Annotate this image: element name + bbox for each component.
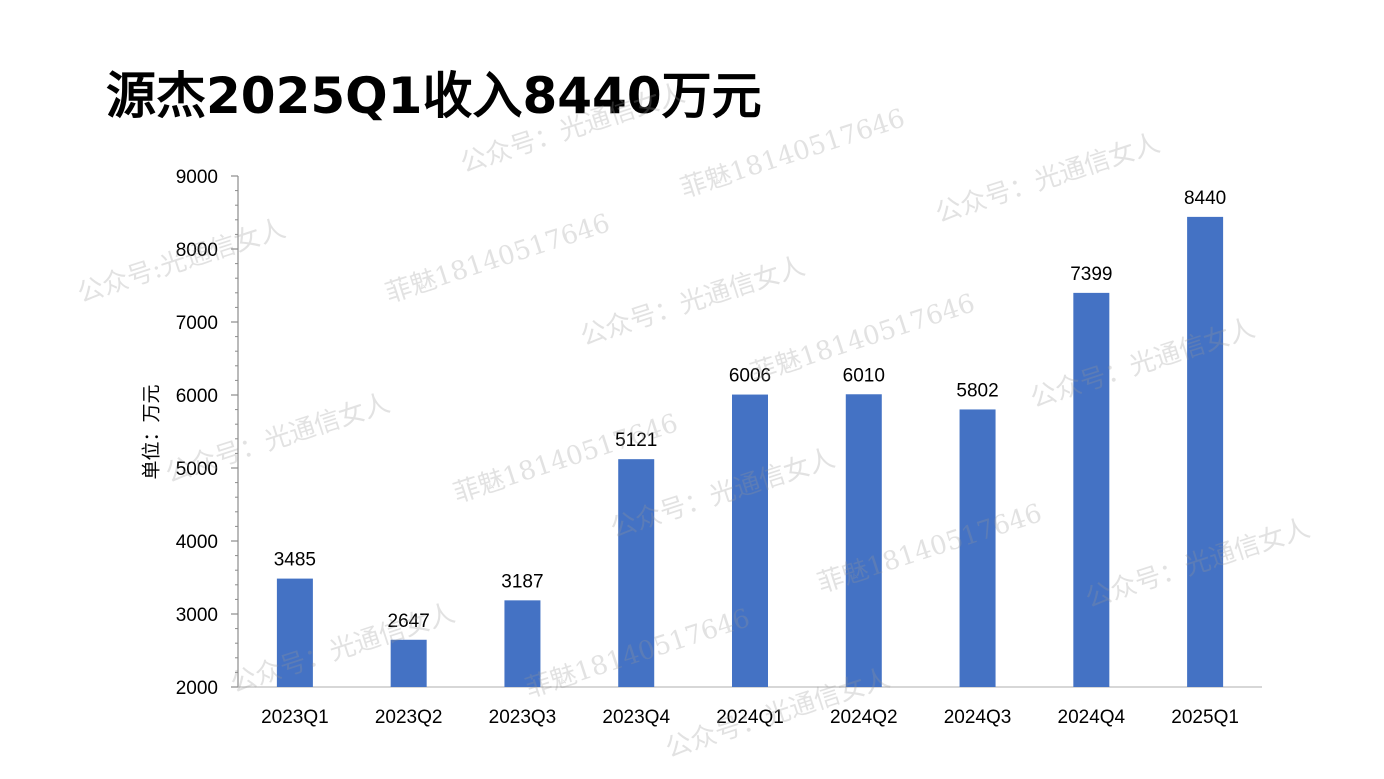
y-tick-label: 8000 <box>176 240 218 261</box>
bar-2023Q3 <box>504 600 541 687</box>
y-tick-label: 4000 <box>176 532 218 553</box>
y-tick-label: 9000 <box>176 167 218 188</box>
y-tick-label: 7000 <box>176 313 218 334</box>
bar-2024Q3 <box>959 409 996 687</box>
x-tick-label-2023Q4: 2023Q4 <box>602 707 670 728</box>
bar-2023Q4 <box>618 459 655 687</box>
value-label-2023Q4: 5121 <box>615 430 657 451</box>
bar-2024Q2 <box>845 394 882 687</box>
x-tick-label-2025Q1: 2025Q1 <box>1171 707 1239 728</box>
x-tick-label-2023Q1: 2023Q1 <box>261 707 329 728</box>
x-tick-label-2024Q4: 2024Q4 <box>1058 707 1126 728</box>
bar-2023Q2 <box>390 639 427 687</box>
y-tick-label: 2000 <box>176 678 218 699</box>
value-label-2024Q2: 6010 <box>843 365 885 386</box>
chart-labels: 2000 3000 4000 5000 6000 7000 8000 9000 3485 2023… <box>176 167 1239 728</box>
x-tick-label-2023Q2: 2023Q2 <box>375 707 443 728</box>
y-tick-label: 5000 <box>176 459 218 480</box>
x-tick-label-2023Q3: 2023Q3 <box>489 707 557 728</box>
y-tick-label: 3000 <box>176 605 218 626</box>
x-tick-label-2024Q1: 2024Q1 <box>716 707 784 728</box>
chart-title: 源杰2025Q1收入8440万元 <box>106 67 762 125</box>
chart-bars <box>276 216 1224 687</box>
x-tick-label-2024Q2: 2024Q2 <box>830 707 898 728</box>
y-tick-label: 6000 <box>176 386 218 407</box>
bar-2023Q1 <box>276 578 313 687</box>
bar-2024Q1 <box>732 394 768 687</box>
value-label-2024Q1: 6006 <box>729 366 771 387</box>
x-tick-label-2024Q3: 2024Q3 <box>944 707 1012 728</box>
bar-2024Q4 <box>1073 292 1110 687</box>
value-label-2025Q1: 8440 <box>1184 188 1226 209</box>
value-label-2024Q4: 7399 <box>1070 264 1112 285</box>
value-label-2023Q2: 2647 <box>388 611 430 632</box>
bar-2025Q1 <box>1187 216 1224 687</box>
value-label-2023Q1: 3485 <box>274 550 316 571</box>
value-label-2024Q3: 5802 <box>956 380 998 401</box>
value-label-2023Q3: 3187 <box>501 571 543 592</box>
